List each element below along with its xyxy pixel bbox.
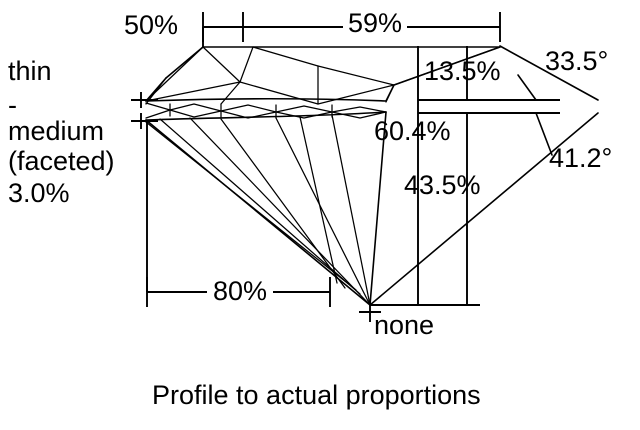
crown-ridge-left-b — [145, 77, 167, 105]
crown-angle-arc — [517, 74, 537, 101]
pavilion-ridge-d — [220, 118, 346, 289]
crown-star-center-right — [317, 65, 395, 86]
pavilion-angle-label: 41.2° — [549, 143, 613, 173]
crown-bezel-ridge-left — [239, 46, 254, 83]
crown-angle-indicator — [499, 45, 599, 101]
lower-girdle-label: 80% — [207, 278, 274, 305]
girdle-thin-label: thin — [8, 56, 52, 86]
pavilion-angle-ray — [369, 112, 599, 306]
crown-upper-girdle-right — [385, 84, 395, 103]
crown-star-center-left — [252, 46, 319, 67]
girdle-medium-label: medium — [8, 116, 105, 146]
crown-angle-ray — [499, 45, 599, 101]
girdle-lower-edge — [145, 111, 387, 121]
girdle-facet-zigzag-upper — [145, 102, 387, 113]
pavilion-ridge-f — [299, 116, 338, 284]
pavilion-depth-label: 43.5% — [404, 170, 481, 200]
pavilion-ridge-c — [189, 117, 371, 306]
crown-angle-label: 33.5° — [545, 46, 609, 76]
crown-width-label: 59% — [343, 10, 408, 37]
pavilion-angle-arc — [535, 112, 553, 156]
culet-label: none — [374, 310, 435, 340]
total-depth-label: 60.4% — [374, 116, 451, 146]
pavilion-ridge-e — [275, 117, 371, 306]
crown-facets — [145, 46, 501, 105]
girdle-band — [145, 97, 387, 121]
crown-star-left-edge — [145, 81, 241, 102]
pavilion-angle-indicator — [369, 112, 599, 306]
girdle-separator-label: - — [8, 90, 17, 120]
girdle-facet-zigzag-lower — [145, 109, 387, 119]
crown-bezel-center-ridge — [239, 81, 319, 105]
pavilion-outer-left — [145, 119, 371, 306]
crown-bezel-right-ridge — [317, 84, 395, 105]
pavilion-ridge-b — [159, 118, 361, 295]
table-percent-label: 50% — [124, 10, 179, 40]
crown-height-label: 13.5% — [424, 56, 501, 86]
girdle-upper-edge — [145, 97, 387, 102]
pavilion-ridge-g — [331, 114, 371, 306]
pavilion-ridge-a — [145, 121, 357, 291]
girdle-thickness-value: 3.0% — [8, 178, 70, 208]
crown-star-right-edge — [393, 46, 501, 86]
pavilion-outer-right — [369, 111, 387, 306]
crown-star-left-inner — [202, 46, 241, 83]
crown-bezel-left-to-girdle — [220, 81, 241, 105]
diagram-caption: Profile to actual proportions — [152, 380, 481, 410]
pavilion-facets — [145, 111, 387, 306]
girdle-faceted-label: (faceted) — [8, 146, 115, 176]
